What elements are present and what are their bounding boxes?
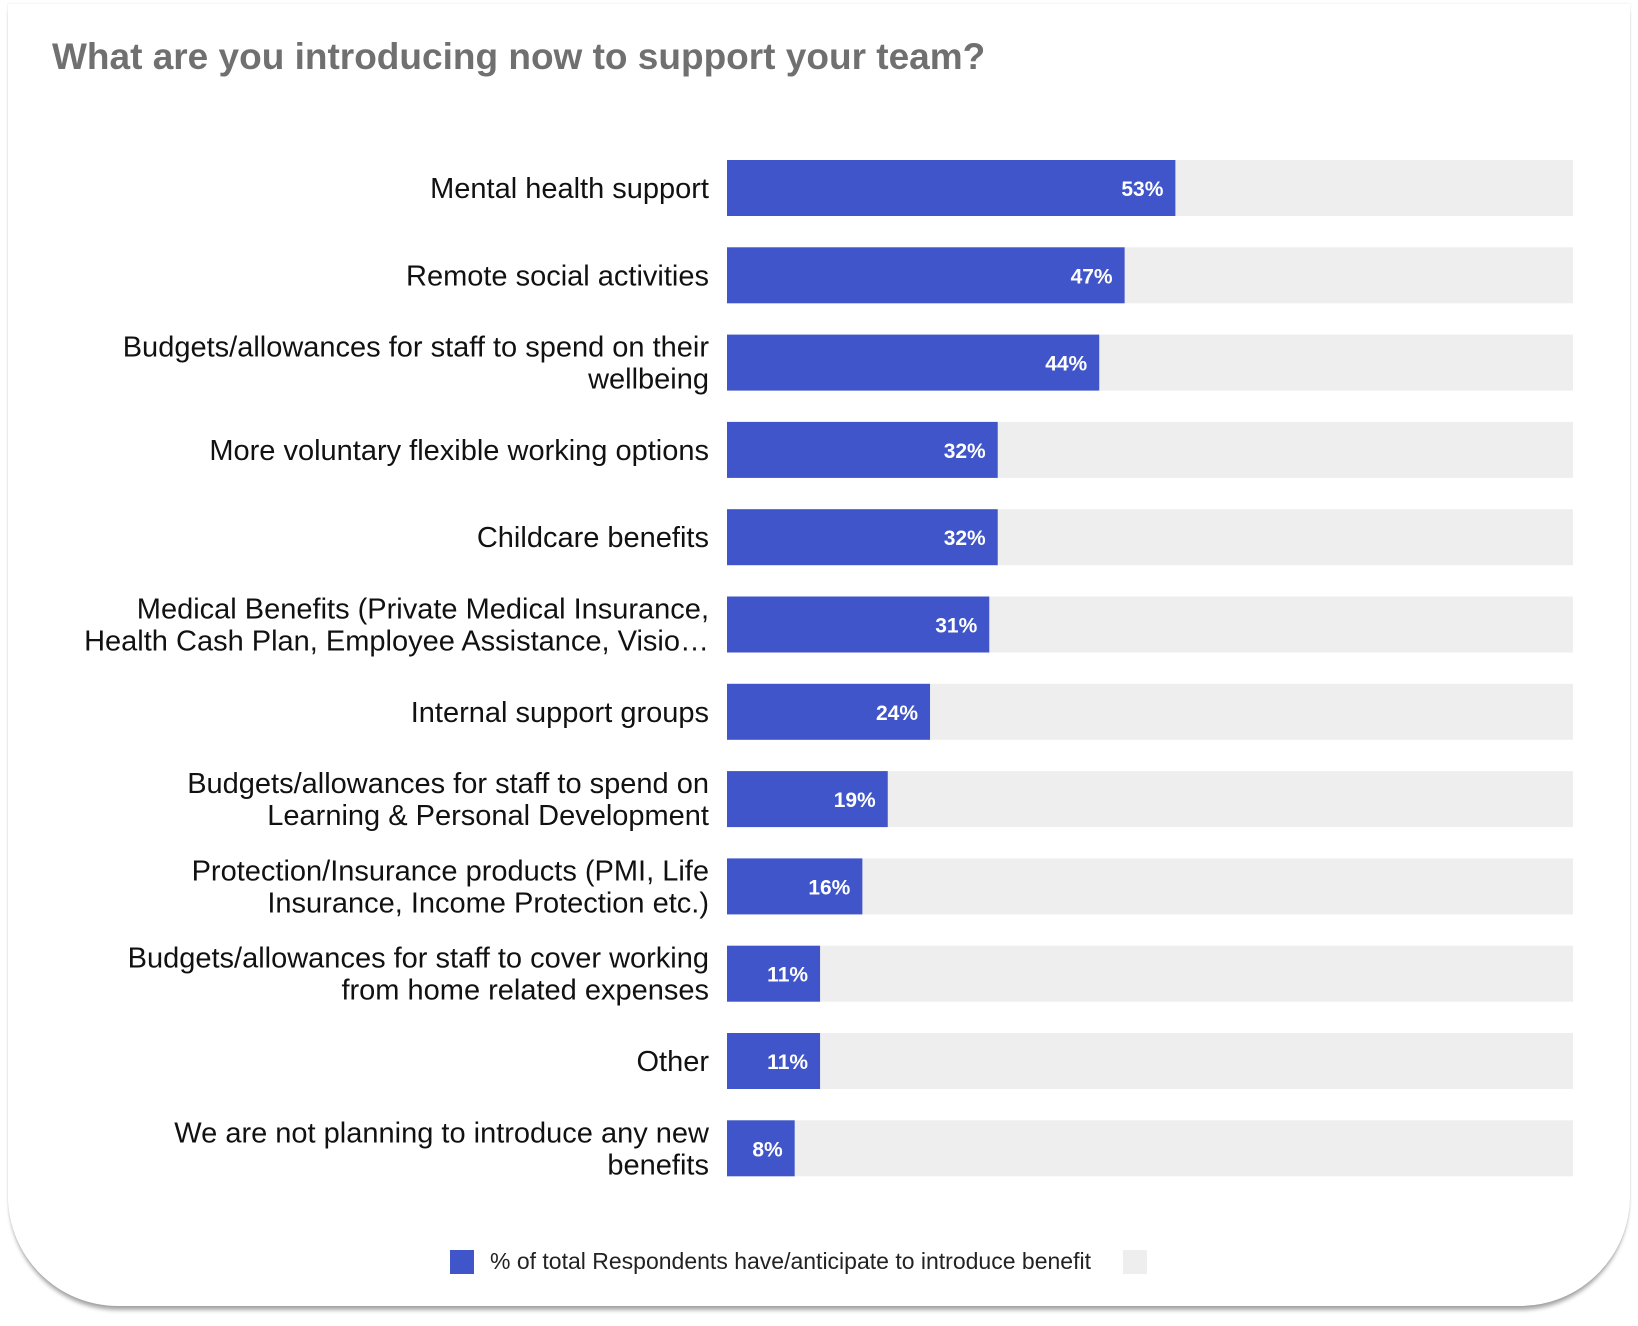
category-label-line: Budgets/allowances for staff to cover wo… [128,943,709,975]
bar-track-11 [727,1120,1573,1177]
legend-label-introduce: % of total Respondents have/anticipate t… [490,1248,1091,1274]
bar-value-label-11: 8% [752,1138,783,1161]
category-label-line: Health Cash Plan, Employee Assistance, V… [84,626,709,658]
bar-1 [727,247,1125,304]
bar-8 [727,858,863,915]
category-label-line: Budgets/allowances for staff to spend on [187,768,709,800]
category-label-line: benefits [607,1149,709,1181]
category-label-line: More voluntary flexible working options [209,435,709,467]
category-label-line: Remote social activities [406,260,709,292]
bar-10 [727,1033,821,1089]
category-label-line: Other [636,1046,709,1078]
category-label-8: Protection/Insurance products (PMI, Life… [192,855,709,919]
category-label-5: Medical Benefits (Private Medical Insura… [84,594,709,658]
category-label-line: Insurance, Income Protection etc.) [267,887,709,919]
category-label-7: Budgets/allowances for staff to spend on… [187,768,709,832]
category-label-line: from home related expenses [341,975,709,1007]
bar-value-label-1: 47% [1071,265,1113,288]
bar-value-label-0: 53% [1121,178,1163,201]
bar-value-label-8: 16% [808,876,850,899]
category-label-0: Mental health support [430,173,709,205]
bar-value-label-3: 32% [944,440,986,463]
bar-2 [727,334,1100,391]
category-label-9: Budgets/allowances for staff to cover wo… [128,943,709,1007]
category-label-2: Budgets/allowances for staff to spend on… [123,332,710,396]
legend-swatch-remaining [1122,1249,1147,1274]
bar-7 [727,771,888,828]
bar-9 [727,945,821,1002]
category-label-11: We are not planning to introduce any new… [174,1117,710,1181]
bar-value-label-4: 32% [944,527,986,550]
chart-title: What are you introducing now to support … [52,36,986,77]
category-label-line: Protection/Insurance products (PMI, Life [192,855,709,887]
bar-value-label-7: 19% [834,789,876,812]
bar-3 [727,421,998,478]
category-label-3: More voluntary flexible working options [209,435,709,467]
category-label-line: Childcare benefits [477,522,709,554]
bar-track-8 [727,858,1573,915]
bar-4 [727,509,998,566]
category-label-line: Medical Benefits (Private Medical Insura… [137,594,709,626]
bar-6 [727,683,931,740]
legend: % of total Respondents have/anticipate t… [450,1248,1147,1275]
bar-track-10 [727,1033,1573,1089]
category-label-line: Internal support groups [411,697,709,729]
legend-swatch-introduce [450,1249,474,1274]
bar-value-label-10: 11% [767,1051,808,1074]
category-label-line: Mental health support [430,173,709,205]
category-label-10: Other [636,1046,709,1078]
bar-value-label-5: 31% [935,615,977,638]
category-label-6: Internal support groups [411,697,709,729]
bar-5 [727,596,990,653]
category-label-4: Childcare benefits [477,522,709,554]
bar-track-9 [727,945,1573,1002]
category-label-line: wellbeing [587,364,709,396]
category-label-1: Remote social activities [406,260,709,292]
bar-0 [727,160,1176,216]
category-label-line: Learning & Personal Development [267,800,709,832]
category-label-line: Budgets/allowances for staff to spend on… [123,332,710,364]
category-label-line: We are not planning to introduce any new [174,1117,710,1149]
bar-value-label-2: 44% [1045,353,1087,376]
bar-11 [727,1120,795,1177]
bar-value-label-9: 11% [767,964,808,987]
bar-value-label-6: 24% [876,702,918,725]
